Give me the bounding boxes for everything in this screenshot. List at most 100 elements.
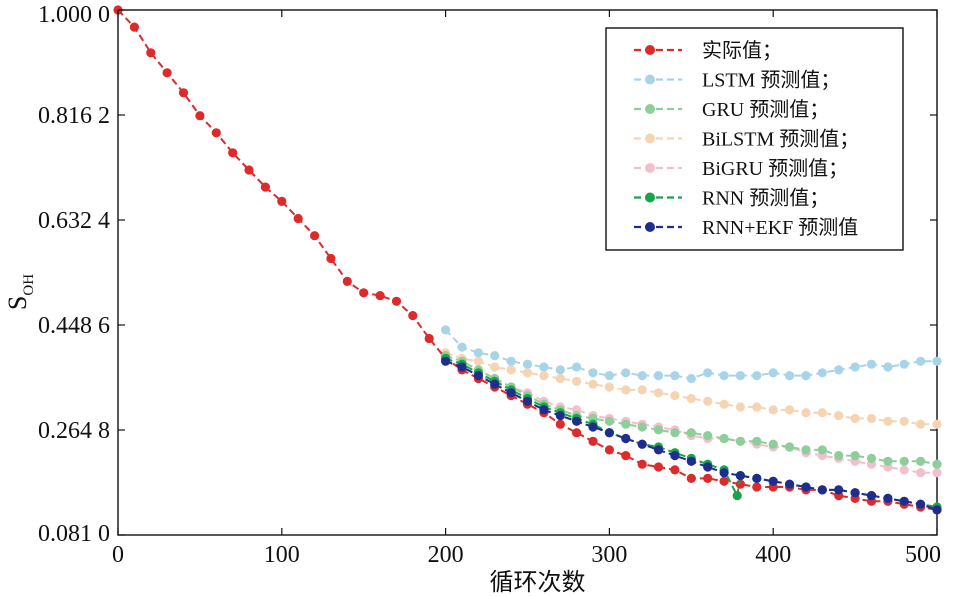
- data-point: [522, 396, 533, 406]
- data-point: [735, 371, 746, 381]
- plot-area: [117, 9, 938, 536]
- data-point: [752, 371, 762, 381]
- x-tick-label: 500: [905, 542, 941, 568]
- data-point: [490, 362, 500, 372]
- data-point: [326, 253, 336, 264]
- data-point: [785, 442, 795, 452]
- data-point: [473, 371, 483, 381]
- data-point: [637, 371, 647, 381]
- data-point: [408, 311, 418, 321]
- data-point: [506, 365, 516, 375]
- data-point: [719, 371, 729, 381]
- data-point: [883, 493, 893, 503]
- data-point: [768, 368, 778, 378]
- legend: 实际值； LSTM 预测值； GRU 预测值； BiLSTM 预测值； BiGRU 预测…: [605, 27, 904, 251]
- data-point: [866, 453, 877, 463]
- data-point: [375, 291, 385, 301]
- data-point: [604, 428, 615, 438]
- data-point: [211, 128, 221, 138]
- data-point: [817, 368, 827, 378]
- data-point: [555, 373, 565, 384]
- x-tick-label: 0: [112, 542, 124, 568]
- data-point: [899, 416, 909, 426]
- series-layer: [113, 5, 942, 515]
- x-tick-label: 100: [264, 542, 300, 568]
- data-point: [359, 288, 369, 298]
- data-point: [883, 362, 893, 372]
- data-point: [310, 231, 320, 241]
- data-point: [604, 371, 615, 381]
- data-point: [801, 408, 811, 418]
- data-point: [473, 356, 483, 366]
- data-point: [555, 411, 565, 421]
- data-point: [703, 462, 713, 472]
- x-tick-label: 400: [755, 542, 791, 568]
- data-point: [637, 459, 647, 469]
- data-point: [916, 419, 926, 429]
- data-point: [162, 68, 172, 78]
- y-tick-label: 0.081 0: [38, 521, 110, 547]
- data-point: [621, 433, 631, 444]
- data-point: [195, 111, 205, 121]
- data-point: [686, 473, 696, 483]
- data-point: [834, 451, 844, 461]
- data-point: [670, 465, 680, 475]
- legend-label: RNN 预测值；: [702, 187, 829, 210]
- data-point: [719, 433, 729, 444]
- series-line: [444, 329, 937, 380]
- data-point: [785, 371, 795, 381]
- data-point: [588, 422, 598, 432]
- data-point: [441, 356, 451, 366]
- data-point: [785, 479, 795, 489]
- data-point: [703, 431, 713, 441]
- series-6: [441, 356, 942, 515]
- data-point: [653, 445, 664, 455]
- data-point: [637, 422, 647, 432]
- data-point: [732, 491, 742, 501]
- data-point: [522, 359, 533, 369]
- data-point: [621, 419, 631, 429]
- data-point: [817, 408, 827, 418]
- x-tick-label: 200: [428, 542, 464, 568]
- data-point: [588, 368, 598, 378]
- data-point: [817, 445, 827, 455]
- legend-label: BiLSTM 预测值；: [702, 128, 859, 151]
- data-point: [653, 425, 664, 435]
- data-point: [866, 491, 877, 501]
- data-point: [670, 451, 680, 461]
- data-point: [588, 379, 598, 389]
- legend-item: 实际值；: [634, 39, 782, 62]
- data-point: [719, 476, 729, 486]
- data-point: [653, 371, 664, 381]
- data-point: [490, 351, 500, 361]
- y-tick-label: 0.448 6: [38, 313, 110, 339]
- data-point: [441, 325, 451, 335]
- data-point: [244, 165, 254, 175]
- data-point: [653, 462, 664, 472]
- data-point: [588, 436, 598, 446]
- data-point: [637, 385, 647, 395]
- series-2: [441, 351, 942, 469]
- data-point: [899, 496, 909, 506]
- data-point: [916, 468, 926, 478]
- data-point: [703, 368, 713, 378]
- data-point: [637, 439, 647, 449]
- data-point: [670, 428, 680, 438]
- data-point: [735, 436, 746, 446]
- series-1: [441, 325, 942, 384]
- data-point: [129, 22, 139, 32]
- plot-frame: [117, 9, 938, 536]
- data-point: [899, 359, 909, 369]
- data-point: [850, 451, 860, 461]
- data-point: [424, 333, 434, 344]
- y-tick-label: 0.816 2: [38, 103, 110, 129]
- data-point: [834, 365, 844, 375]
- data-point: [653, 388, 664, 398]
- data-point: [555, 419, 565, 429]
- data-point: [932, 459, 942, 469]
- legend-label: RNN+EKF 预测值: [702, 216, 858, 239]
- data-point: [293, 213, 303, 224]
- data-point: [457, 362, 467, 372]
- data-point: [621, 368, 631, 378]
